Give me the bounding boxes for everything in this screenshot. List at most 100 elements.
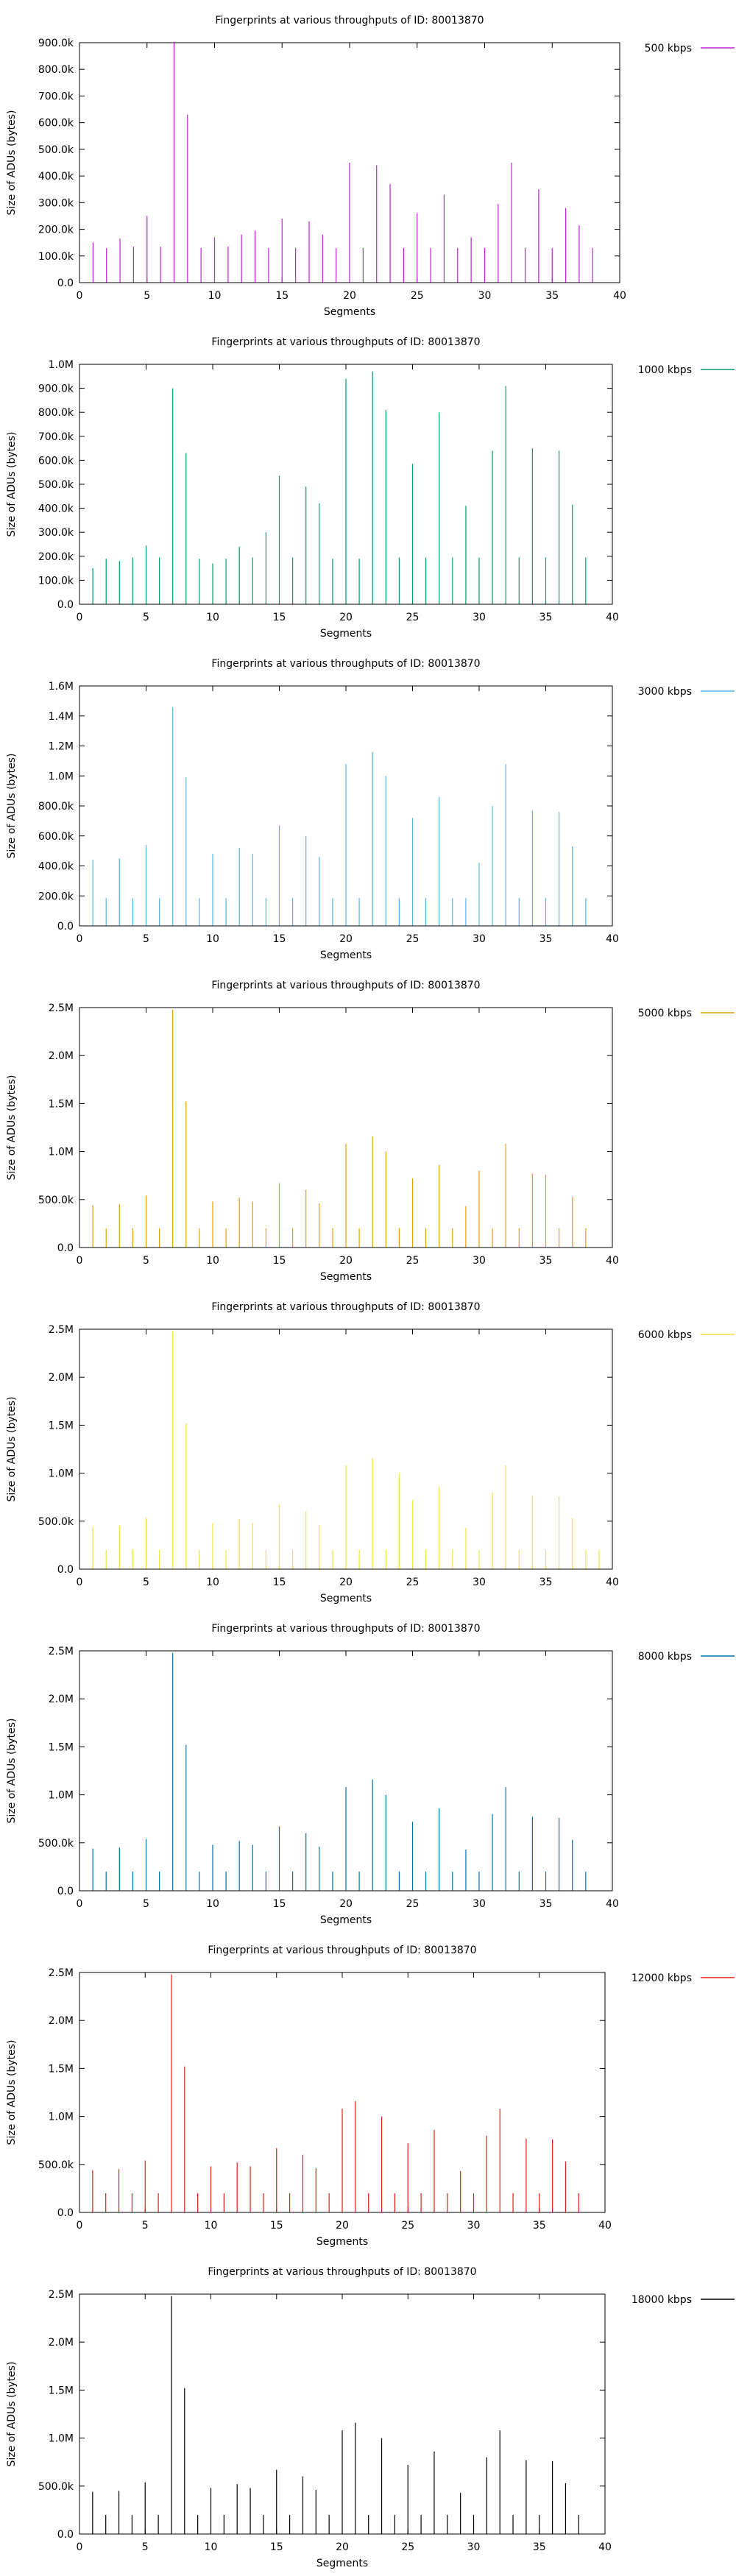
chart-panel: Fingerprints at various throughputs of I… (0, 643, 736, 965)
chart-panel: Fingerprints at various throughputs of I… (0, 965, 736, 1287)
chart-panel: Fingerprints at various throughputs of I… (0, 1608, 736, 1930)
y-tick-label: 1.0M (49, 2433, 74, 2445)
plot-frame (79, 42, 620, 283)
x-tick-label: 15 (270, 2541, 283, 2553)
chart-title: Fingerprints at various throughputs of I… (211, 658, 480, 670)
y-tick-label: 300.0k (38, 527, 74, 539)
x-tick-label: 30 (467, 2541, 481, 2553)
y-axis-label: Size of ADUs (bytes) (6, 110, 18, 216)
x-tick-label: 25 (406, 1898, 420, 1910)
y-tick-label: 500.0k (38, 2159, 74, 2171)
x-tick-label: 40 (606, 1255, 619, 1267)
y-tick-label: 0.0 (57, 921, 74, 933)
x-tick-label: 15 (273, 1898, 286, 1910)
x-axis-label: Segments (320, 1914, 372, 1926)
x-tick-label: 20 (336, 2541, 349, 2553)
y-tick-label: 100.0k (38, 251, 74, 263)
chart-title: Fingerprints at various throughputs of I… (211, 336, 480, 348)
y-tick-label: 200.0k (38, 551, 74, 563)
chart-title: Fingerprints at various throughputs of I… (215, 15, 484, 26)
chart-panel: Fingerprints at various throughputs of I… (0, 2251, 736, 2573)
legend-label: 18000 kbps (631, 2294, 692, 2306)
y-tick-label: 300.0k (38, 197, 74, 209)
y-tick-label: 400.0k (38, 171, 74, 183)
x-tick-label: 10 (206, 1255, 219, 1267)
y-tick-label: 100.0k (38, 575, 74, 587)
y-tick-label: 1.6M (49, 681, 74, 693)
x-tick-label: 25 (401, 2220, 414, 2232)
chart-svg: Fingerprints at various throughputs of I… (6, 1945, 735, 2248)
chart-panel: Fingerprints at various throughputs of I… (0, 1930, 736, 2251)
y-tick-label: 500.0k (38, 2481, 74, 2493)
x-axis-label: Segments (316, 2236, 368, 2248)
plot-frame (79, 685, 613, 927)
x-tick-label: 35 (539, 1577, 553, 1588)
y-tick-label: 800.0k (38, 407, 74, 419)
plot-frame (79, 1650, 613, 1892)
y-axis-label: Size of ADUs (bytes) (6, 1719, 18, 1824)
x-tick-label: 40 (613, 290, 626, 302)
chart-svg: Fingerprints at various throughputs of I… (6, 1301, 735, 1604)
x-axis-label: Segments (316, 2558, 368, 2569)
legend-label: 1000 kbps (638, 364, 692, 376)
x-tick-label: 40 (606, 1577, 619, 1588)
x-tick-label: 40 (598, 2541, 612, 2553)
y-tick-label: 600.0k (38, 831, 74, 843)
x-tick-label: 15 (273, 1577, 286, 1588)
y-tick-label: 900.0k (38, 383, 74, 395)
y-tick-label: 0.0 (57, 1564, 74, 1576)
legend-label: 12000 kbps (631, 1972, 692, 1984)
x-tick-label: 10 (205, 2541, 218, 2553)
x-tick-label: 10 (206, 1898, 219, 1910)
x-tick-label: 20 (339, 1577, 353, 1588)
x-tick-label: 35 (539, 1255, 553, 1267)
y-axis-label: Size of ADUs (bytes) (6, 432, 18, 537)
x-tick-label: 20 (339, 933, 353, 945)
chart-svg: Fingerprints at various throughputs of I… (6, 15, 735, 318)
x-tick-label: 30 (478, 290, 492, 302)
x-tick-label: 5 (143, 1577, 149, 1588)
chart-svg: Fingerprints at various throughputs of I… (6, 658, 735, 961)
plot-frame (79, 2293, 606, 2535)
legend-label: 5000 kbps (638, 1008, 692, 1019)
x-tick-label: 40 (606, 1898, 619, 1910)
y-tick-label: 2.0M (49, 2015, 74, 2027)
x-axis-label: Segments (320, 1593, 372, 1604)
x-tick-label: 5 (143, 612, 149, 623)
x-tick-label: 25 (411, 290, 424, 302)
x-tick-label: 25 (406, 1255, 420, 1267)
x-axis-label: Segments (320, 949, 372, 961)
x-tick-label: 35 (533, 2220, 546, 2232)
x-tick-label: 40 (606, 612, 619, 623)
x-tick-label: 25 (406, 612, 420, 623)
x-tick-label: 10 (205, 2220, 218, 2232)
y-tick-label: 0.0 (57, 1242, 74, 1254)
legend-label: 500 kbps (645, 43, 692, 54)
y-axis-label: Size of ADUs (bytes) (6, 2362, 18, 2467)
chart-panel: Fingerprints at various throughputs of I… (0, 322, 736, 643)
x-tick-label: 35 (539, 612, 553, 623)
x-tick-label: 15 (273, 612, 286, 623)
x-tick-label: 10 (206, 1577, 219, 1588)
x-tick-label: 10 (208, 290, 222, 302)
x-tick-label: 0 (77, 290, 83, 302)
x-tick-label: 5 (142, 2220, 149, 2232)
y-tick-label: 600.0k (38, 455, 74, 467)
chart-svg: Fingerprints at various throughputs of I… (6, 2266, 735, 2569)
y-tick-label: 1.5M (49, 1741, 74, 1753)
y-tick-label: 500.0k (38, 1195, 74, 1206)
y-tick-label: 200.0k (38, 224, 74, 236)
x-tick-label: 35 (539, 933, 553, 945)
x-axis-label: Segments (324, 306, 375, 318)
y-tick-label: 500.0k (38, 1838, 74, 1850)
y-tick-label: 500.0k (38, 479, 74, 491)
plot-frame (79, 1328, 613, 1570)
y-tick-label: 1.4M (49, 711, 74, 723)
legend-label: 6000 kbps (638, 1329, 692, 1341)
legend-label: 3000 kbps (638, 686, 692, 698)
x-tick-label: 20 (336, 2220, 349, 2232)
x-tick-label: 30 (473, 1577, 486, 1588)
y-tick-label: 700.0k (38, 91, 74, 102)
y-tick-label: 2.0M (49, 2337, 74, 2349)
